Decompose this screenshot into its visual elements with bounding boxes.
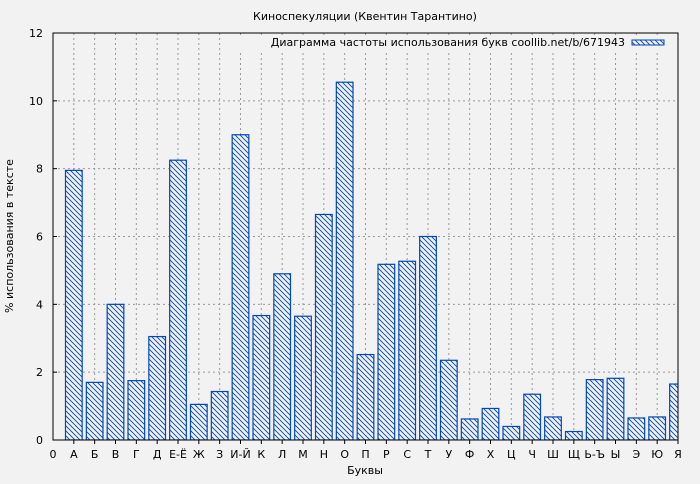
x-tick-label: У xyxy=(445,448,452,461)
chart-title: Киноспекуляции (Квентин Тарантино) xyxy=(253,10,477,23)
y-tick-label: 4 xyxy=(36,298,43,311)
bar-Я xyxy=(669,383,678,440)
bar-Н xyxy=(314,213,333,440)
x-tick-label: Ю xyxy=(651,448,663,461)
bar-Ч xyxy=(523,393,542,440)
bar-Э xyxy=(627,417,646,440)
y-tick-label: 0 xyxy=(36,434,43,447)
y-tick-label: 2 xyxy=(36,366,43,379)
x-tick-label: Ф xyxy=(465,448,474,461)
bars xyxy=(64,81,678,440)
bar-Л xyxy=(273,273,292,440)
bar-Г xyxy=(127,380,146,440)
x-axis-label: Буквы xyxy=(347,464,383,477)
bar-Ф xyxy=(460,418,479,440)
legend-swatch xyxy=(631,39,665,46)
bar-Ж xyxy=(189,403,208,440)
x-tick-label: О xyxy=(340,448,349,461)
x-tick-label: Ц xyxy=(507,448,516,461)
y-axis-label: % использования в тексте xyxy=(3,159,16,313)
bar-О xyxy=(335,81,354,440)
bar-И-Й xyxy=(231,134,250,440)
x-tick-label: Ш xyxy=(547,448,559,461)
legend: Диаграмма частоты использования букв coo… xyxy=(240,35,676,51)
x-tick-label: Я xyxy=(674,448,682,461)
x-tick-label: Ж xyxy=(193,448,205,461)
x-tick-label: А xyxy=(70,448,78,461)
x-tick-label: Н xyxy=(320,448,328,461)
bar-Ь-Ъ xyxy=(585,379,604,440)
x-tick-label: К xyxy=(257,448,265,461)
bar-Р xyxy=(377,263,396,440)
y-tick-label: 6 xyxy=(36,231,43,244)
x-tick-label: Л xyxy=(278,448,286,461)
bar-Ц xyxy=(502,425,521,440)
x-tick-label: Ы xyxy=(611,448,621,461)
bar-Д xyxy=(148,335,167,440)
x-tick-label: В xyxy=(112,448,120,461)
x-tick-label: Ч xyxy=(528,448,536,461)
x-tick-label: Е-Ё xyxy=(169,448,187,461)
x-tick-label: Щ xyxy=(568,448,580,461)
x-tick-label: Э xyxy=(632,448,640,461)
x-tick-label: М xyxy=(298,448,308,461)
bar-П xyxy=(356,353,375,440)
bar-М xyxy=(294,315,312,440)
bar-З xyxy=(210,390,229,440)
bar-Ю xyxy=(648,416,667,440)
x-tick-label: Т xyxy=(424,448,432,461)
bar-А xyxy=(64,169,83,440)
bar-Х xyxy=(481,407,500,440)
bar-К xyxy=(252,314,271,440)
y-tick-label: 12 xyxy=(29,27,43,40)
bar-У xyxy=(439,359,458,440)
x-tick-label: 0 xyxy=(50,448,57,461)
x-tick-label: Р xyxy=(383,448,390,461)
bar-Ш xyxy=(544,416,562,440)
y-tick-label: 8 xyxy=(36,163,43,176)
bar-С xyxy=(398,260,417,440)
bar-В xyxy=(106,303,125,440)
x-tick-label: И-Й xyxy=(230,448,250,461)
x-tick-label: Ь-Ъ xyxy=(584,448,605,461)
x-tick-label: Г xyxy=(133,448,140,461)
x-tick-label: П xyxy=(361,448,369,461)
x-tick-label: Х xyxy=(487,448,495,461)
x-tick-label: С xyxy=(403,448,411,461)
bar-Щ xyxy=(564,430,583,440)
x-tick-label: З xyxy=(216,448,223,461)
bar-Т xyxy=(419,235,437,440)
bar-Е-Ё xyxy=(169,159,187,440)
x-tick-label: Б xyxy=(91,448,99,461)
x-tick-label: Д xyxy=(153,448,162,461)
bar-Б xyxy=(85,381,104,440)
bar-Ы xyxy=(606,377,625,440)
y-tick-label: 10 xyxy=(29,95,43,108)
grid xyxy=(53,33,678,440)
legend-label: Диаграмма частоты использования букв coo… xyxy=(271,36,625,49)
